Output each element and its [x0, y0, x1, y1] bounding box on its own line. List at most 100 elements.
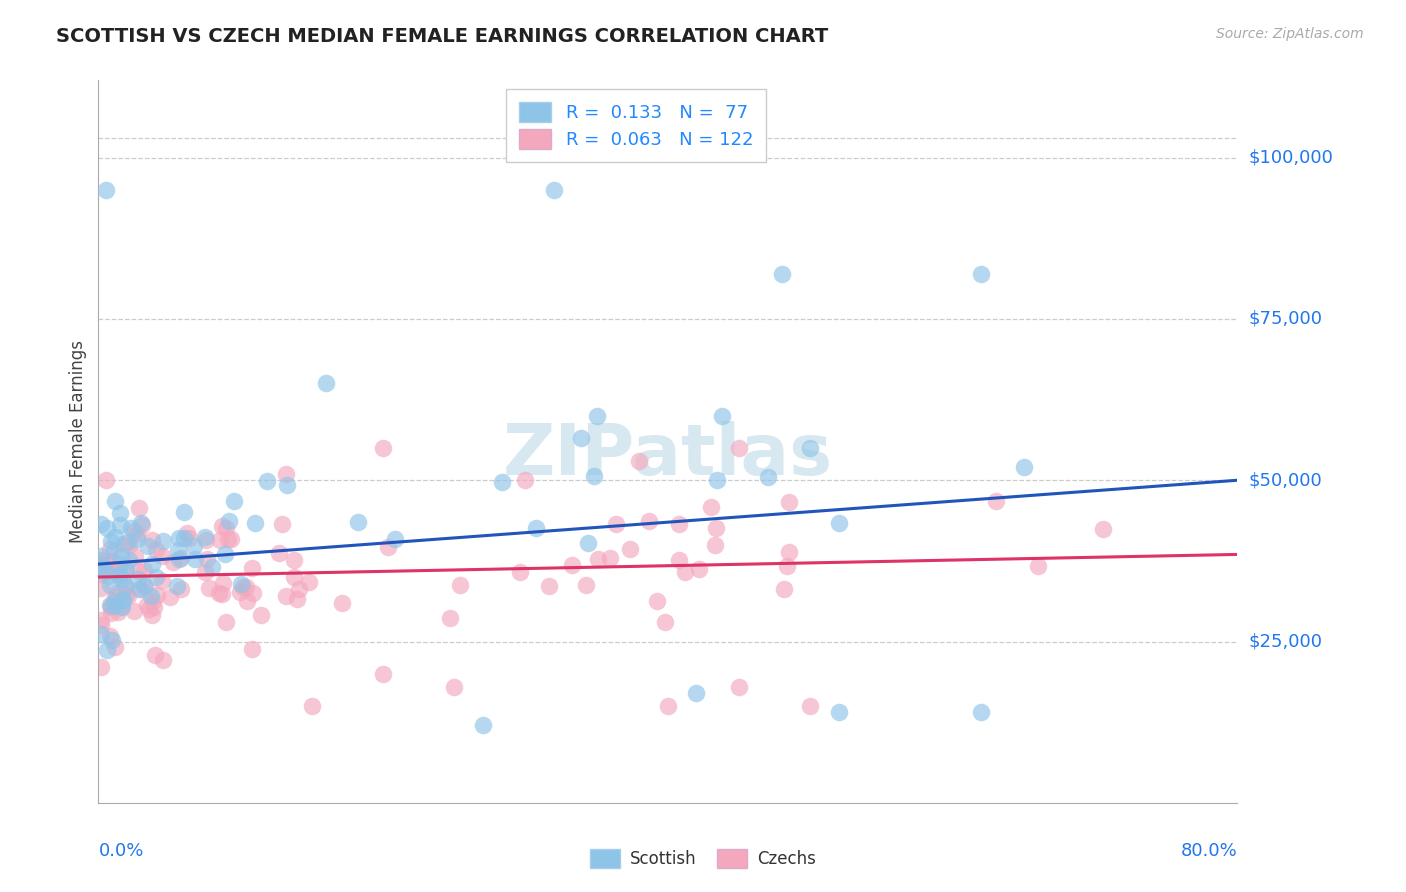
Point — [90, 627, 112, 641]
Point — [970, 706, 993, 720]
Point — [986, 494, 1008, 508]
Point — [524, 521, 547, 535]
Point — [90, 554, 112, 568]
Point — [131, 517, 153, 532]
Point — [96, 521, 118, 535]
Point — [124, 549, 146, 563]
Point — [118, 553, 141, 567]
Point — [125, 532, 148, 546]
Point — [90, 659, 112, 673]
Point — [645, 594, 668, 608]
Point — [778, 494, 800, 508]
Point — [100, 629, 122, 643]
Point — [211, 519, 233, 533]
Point — [377, 541, 399, 555]
Point — [145, 570, 167, 584]
Point — [298, 574, 321, 589]
Point — [194, 566, 217, 580]
Point — [120, 521, 142, 535]
Point — [576, 536, 599, 550]
Point — [271, 516, 294, 531]
Point — [107, 558, 129, 572]
Point — [728, 680, 751, 694]
Point — [728, 441, 751, 455]
Point — [543, 183, 565, 197]
Point — [1012, 460, 1035, 475]
Point — [112, 592, 135, 607]
Point — [209, 533, 232, 548]
Point — [373, 441, 395, 455]
Point — [250, 608, 273, 623]
Point — [1092, 522, 1115, 536]
Point — [654, 615, 676, 629]
Point — [150, 549, 173, 564]
Point — [214, 615, 236, 630]
Point — [107, 605, 129, 619]
Point — [561, 558, 583, 572]
Point — [90, 552, 112, 566]
Point — [141, 557, 163, 571]
Point — [100, 606, 122, 620]
Point — [585, 409, 607, 423]
Point — [127, 572, 149, 586]
Point — [685, 686, 707, 700]
Point — [176, 525, 198, 540]
Point — [115, 588, 138, 602]
Point — [274, 467, 297, 481]
Point — [235, 580, 257, 594]
Point — [104, 590, 127, 604]
Text: 0.0%: 0.0% — [98, 842, 143, 860]
Point — [267, 546, 290, 560]
Point — [828, 516, 851, 530]
Point — [170, 582, 193, 596]
Point — [285, 591, 308, 606]
Point — [117, 590, 139, 604]
Point — [104, 599, 127, 613]
Point — [449, 578, 471, 592]
Point — [195, 552, 218, 566]
Point — [756, 470, 779, 484]
Point — [443, 680, 465, 694]
Point — [108, 568, 131, 582]
Legend: R =  0.133   N =  77, R =  0.063   N = 122: R = 0.133 N = 77, R = 0.063 N = 122 — [506, 89, 766, 161]
Text: SCOTTISH VS CZECH MEDIAN FEMALE EARNINGS CORRELATION CHART: SCOTTISH VS CZECH MEDIAN FEMALE EARNINGS… — [56, 27, 828, 45]
Point — [799, 441, 821, 455]
Point — [104, 594, 127, 608]
Text: Source: ZipAtlas.com: Source: ZipAtlas.com — [1216, 27, 1364, 41]
Point — [515, 473, 537, 487]
Text: $25,000: $25,000 — [1249, 632, 1323, 650]
Text: $75,000: $75,000 — [1249, 310, 1323, 328]
Point — [231, 577, 253, 591]
Point — [301, 699, 323, 714]
Point — [347, 516, 370, 530]
Point — [129, 516, 152, 531]
Point — [110, 599, 132, 614]
Point — [706, 521, 728, 535]
Point — [439, 611, 461, 625]
Point — [103, 544, 125, 558]
Point — [240, 641, 263, 656]
Point — [668, 516, 690, 531]
Point — [287, 582, 309, 596]
Point — [97, 568, 120, 582]
Point — [90, 558, 112, 573]
Point — [97, 558, 120, 572]
Point — [221, 532, 243, 546]
Point — [94, 183, 117, 197]
Point — [118, 538, 141, 552]
Point — [129, 582, 152, 597]
Point — [110, 600, 132, 615]
Point — [217, 532, 239, 546]
Point — [122, 604, 145, 618]
Point — [778, 544, 800, 558]
Point — [256, 475, 278, 489]
Point — [115, 564, 138, 578]
Point — [315, 376, 337, 391]
Text: 80.0%: 80.0% — [1181, 842, 1237, 860]
Point — [166, 542, 188, 557]
Legend: Scottish, Czechs: Scottish, Czechs — [583, 843, 823, 875]
Point — [588, 552, 610, 566]
Point — [103, 595, 125, 609]
Point — [115, 564, 138, 578]
Point — [173, 531, 195, 545]
